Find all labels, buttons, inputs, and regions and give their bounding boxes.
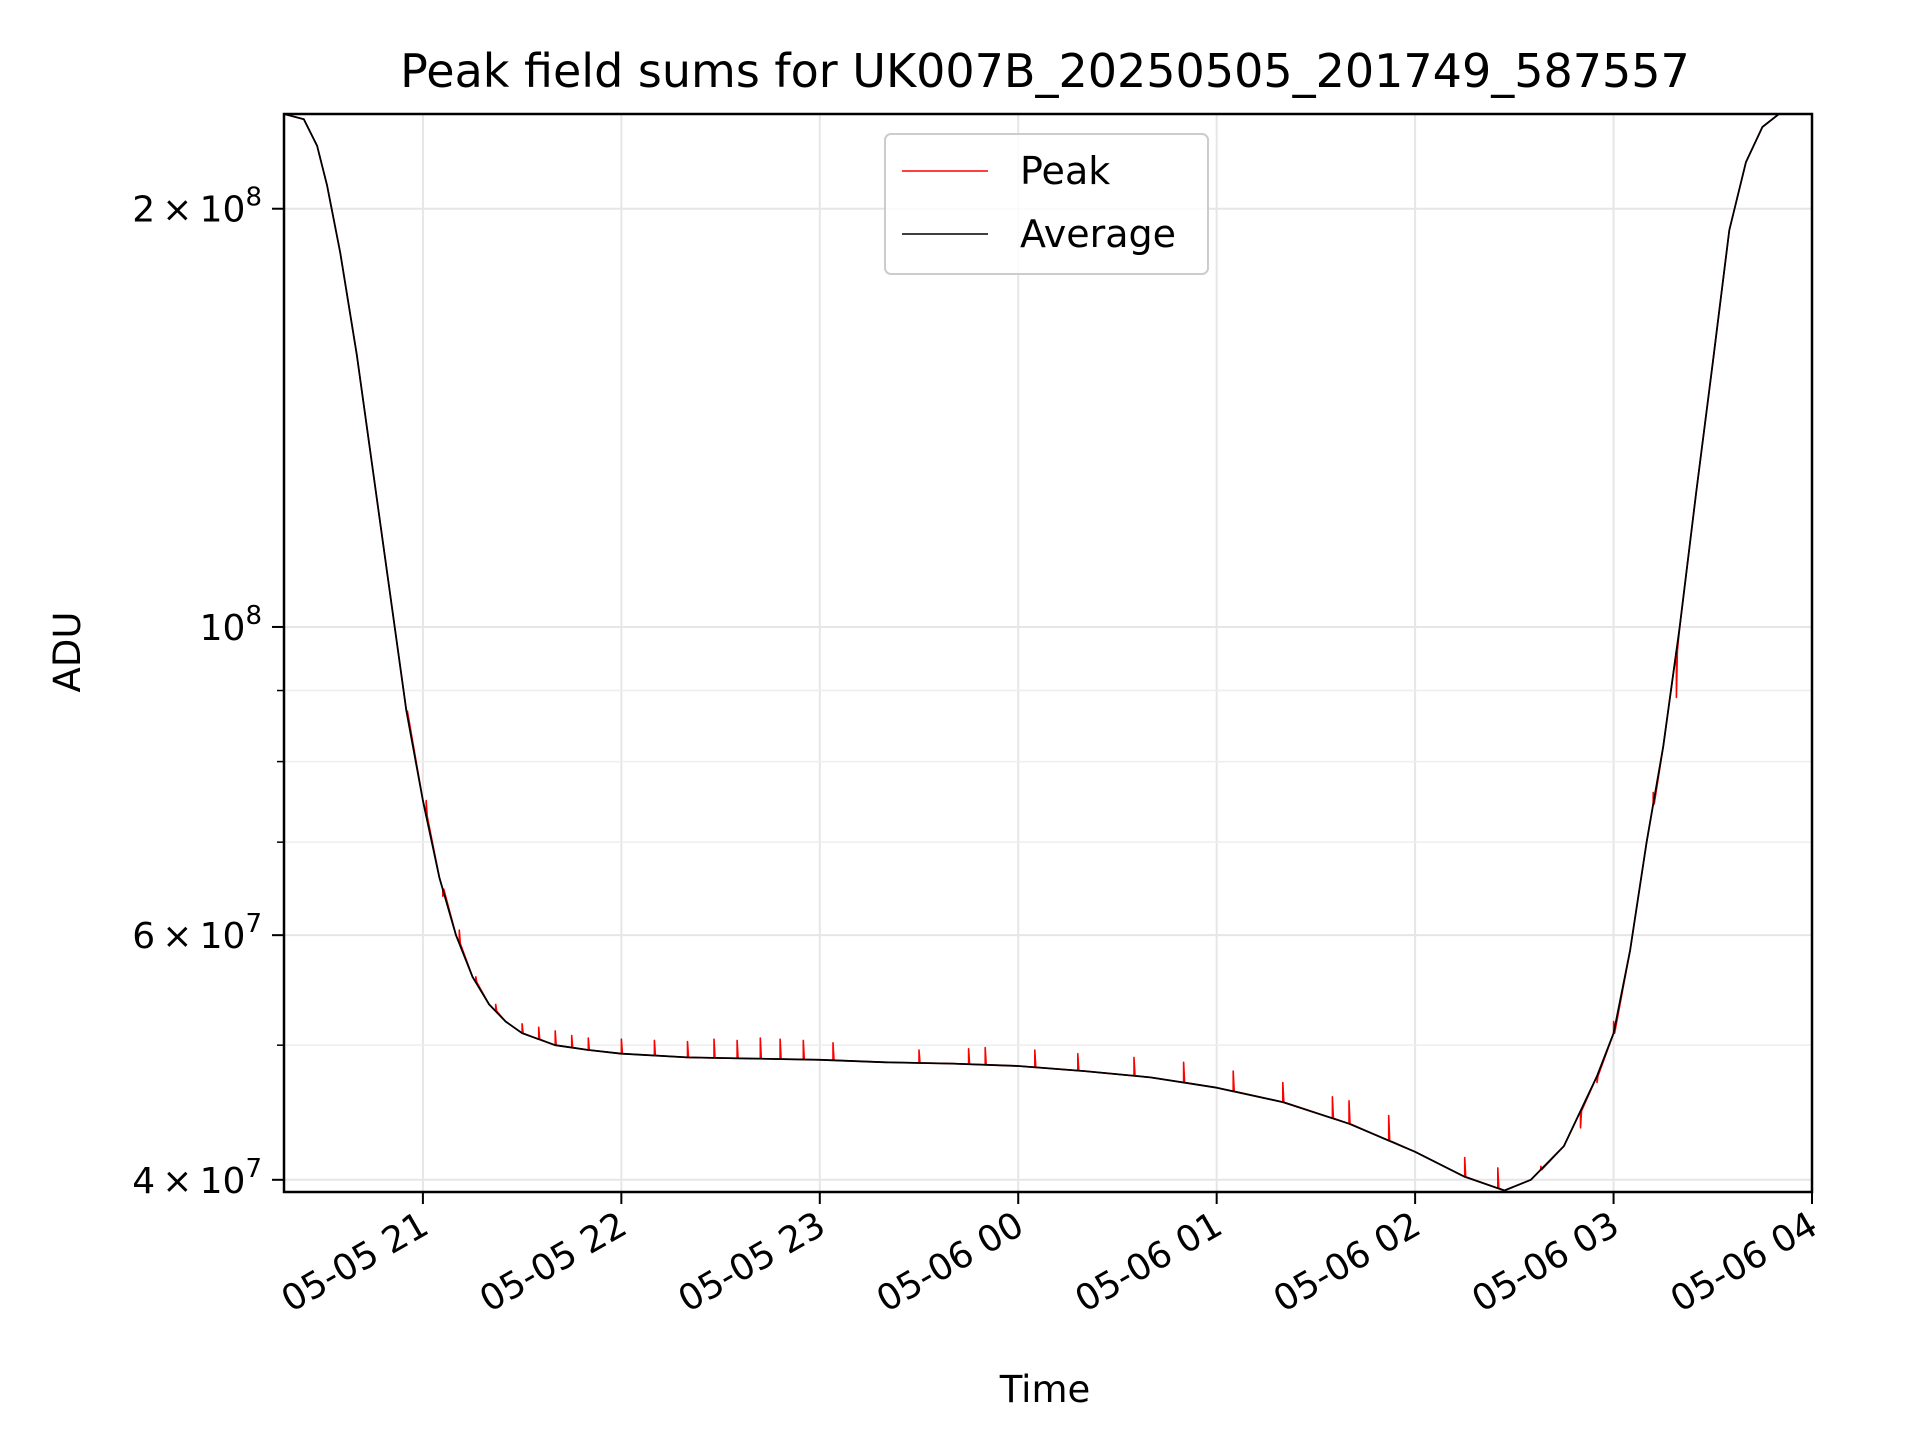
x-axis-label: Time <box>999 1368 1091 1411</box>
series-line-average <box>284 114 1812 1192</box>
legend-box <box>884 133 1209 275</box>
legend-label-peak: Peak <box>1020 149 1110 193</box>
legend: Peak Average <box>884 133 1209 275</box>
y-axis-label: ADU <box>46 612 89 693</box>
y-tick-label: 6 × 107 <box>132 909 262 957</box>
plot-frame <box>282 112 1814 1194</box>
y-tick-label: 108 <box>200 601 262 649</box>
y-tick-label: 4 × 107 <box>132 1154 262 1202</box>
series-layer <box>284 114 1812 1192</box>
legend-label-average: Average <box>1020 212 1176 256</box>
y-axis: 4 × 107 6 × 107 108 2 × 108 <box>132 183 284 1202</box>
chart-title: Peak field sums for UK007B_20250505_2017… <box>400 44 1690 98</box>
y-tick-label: 2 × 108 <box>132 183 262 231</box>
